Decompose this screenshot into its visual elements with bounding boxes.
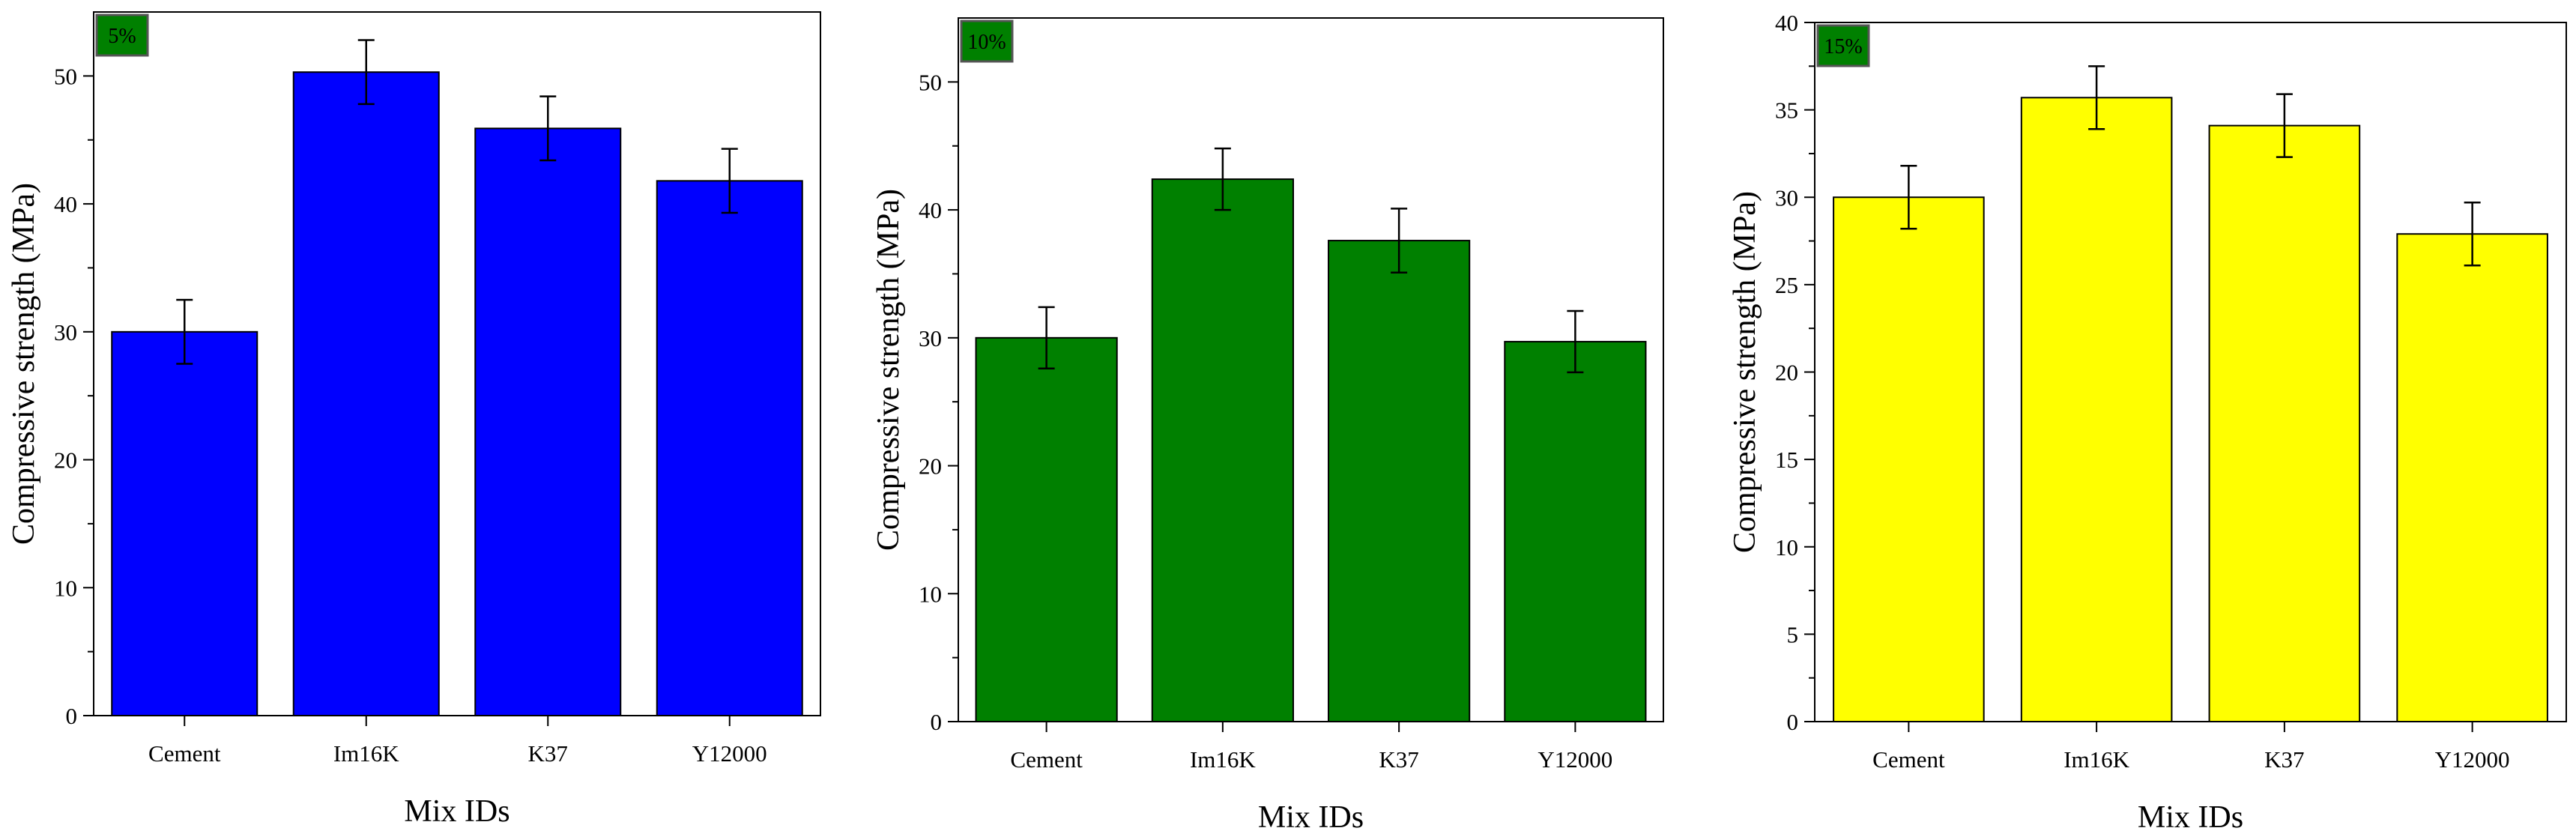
category-label: K37: [1379, 746, 1418, 773]
category-label: K37: [528, 740, 568, 767]
category-label: Im16K: [1190, 746, 1256, 773]
badge-box: [1816, 24, 1870, 67]
chart-panel-3: 0 5 10 15 20 25 30 35 40 Cement Im16K K37 Y12000 Mix …: [1728, 10, 2567, 835]
bar-cement: [111, 330, 258, 716]
y-tick-label: 0: [931, 709, 943, 735]
y-tick-label: 50: [919, 69, 942, 95]
y-tick-label: 20: [919, 453, 942, 480]
bar-im16k: [1151, 178, 1294, 722]
y-tick-label: 35: [1775, 97, 1798, 124]
x-axis-title: Mix IDs: [2138, 800, 2243, 835]
badge-label: 15%: [1824, 35, 1862, 58]
bar-im16k: [2020, 97, 2173, 723]
y-tick-label: 10: [919, 581, 942, 607]
category-label: Y12000: [692, 740, 767, 767]
plot-frame: [958, 17, 1664, 722]
category-label: Cement: [148, 740, 221, 767]
bar-y12000: [656, 180, 803, 717]
bar-y12000: [2396, 233, 2548, 723]
y-tick-label: 50: [54, 63, 77, 89]
y-tick-label: 5: [1787, 621, 1799, 647]
bar-im16k: [292, 71, 440, 716]
bar-k37: [474, 127, 622, 716]
chart-panel-1: 0 10 20 30 40 50 Cement Im16K K37 Y12000 Mix IDs Co…: [7, 11, 821, 829]
y-axis-title: Compressive strength (MPa): [871, 189, 906, 551]
badge-box: [960, 19, 1014, 63]
bar-k37: [1328, 240, 1471, 723]
y-tick-label: 0: [1787, 709, 1799, 735]
y-axis-title: Compressive strength (MPa): [7, 183, 41, 545]
category-label: Y12000: [1538, 746, 1612, 773]
category-label: Im16K: [333, 740, 399, 767]
category-label: Cement: [1872, 746, 1945, 773]
category-label: Im16K: [2063, 746, 2129, 773]
y-tick-label: 10: [54, 575, 77, 601]
y-tick-label: 15: [1775, 447, 1798, 473]
bar-y12000: [1504, 340, 1647, 722]
y-tick-label: 0: [66, 703, 78, 729]
y-tick-label: 40: [1775, 10, 1798, 36]
x-axis-title: Mix IDs: [404, 794, 510, 829]
bar-k37: [2208, 124, 2361, 722]
x-axis-title: Mix IDs: [1258, 800, 1364, 835]
y-tick-label: 40: [54, 191, 77, 217]
category-label: Y12000: [2435, 746, 2510, 773]
y-tick-label: 30: [1775, 184, 1798, 211]
y-tick-label: 30: [919, 325, 942, 351]
y-tick-label: 20: [54, 447, 77, 474]
y-tick-label: 40: [919, 197, 942, 223]
bar-cement: [975, 336, 1118, 722]
chart-panel-2: 0 10 20 30 40 50 Cement Im16K K37 Y12000 Mix IDs Co…: [871, 17, 1664, 835]
y-tick-label: 30: [54, 319, 77, 345]
y-tick-label: 10: [1775, 534, 1798, 560]
category-label: Cement: [1010, 746, 1083, 773]
category-label: K37: [2264, 746, 2304, 773]
y-tick-label: 20: [1775, 360, 1798, 386]
plot-frame: [93, 11, 821, 716]
badge-box: [95, 13, 149, 57]
y-tick-label: 25: [1775, 272, 1798, 298]
y-axis-title: Compressive strength (MPa): [1728, 191, 1762, 553]
badge-label: 5%: [108, 25, 136, 48]
bar-cement: [1833, 196, 1985, 722]
badge-label: 10%: [967, 31, 1006, 54]
